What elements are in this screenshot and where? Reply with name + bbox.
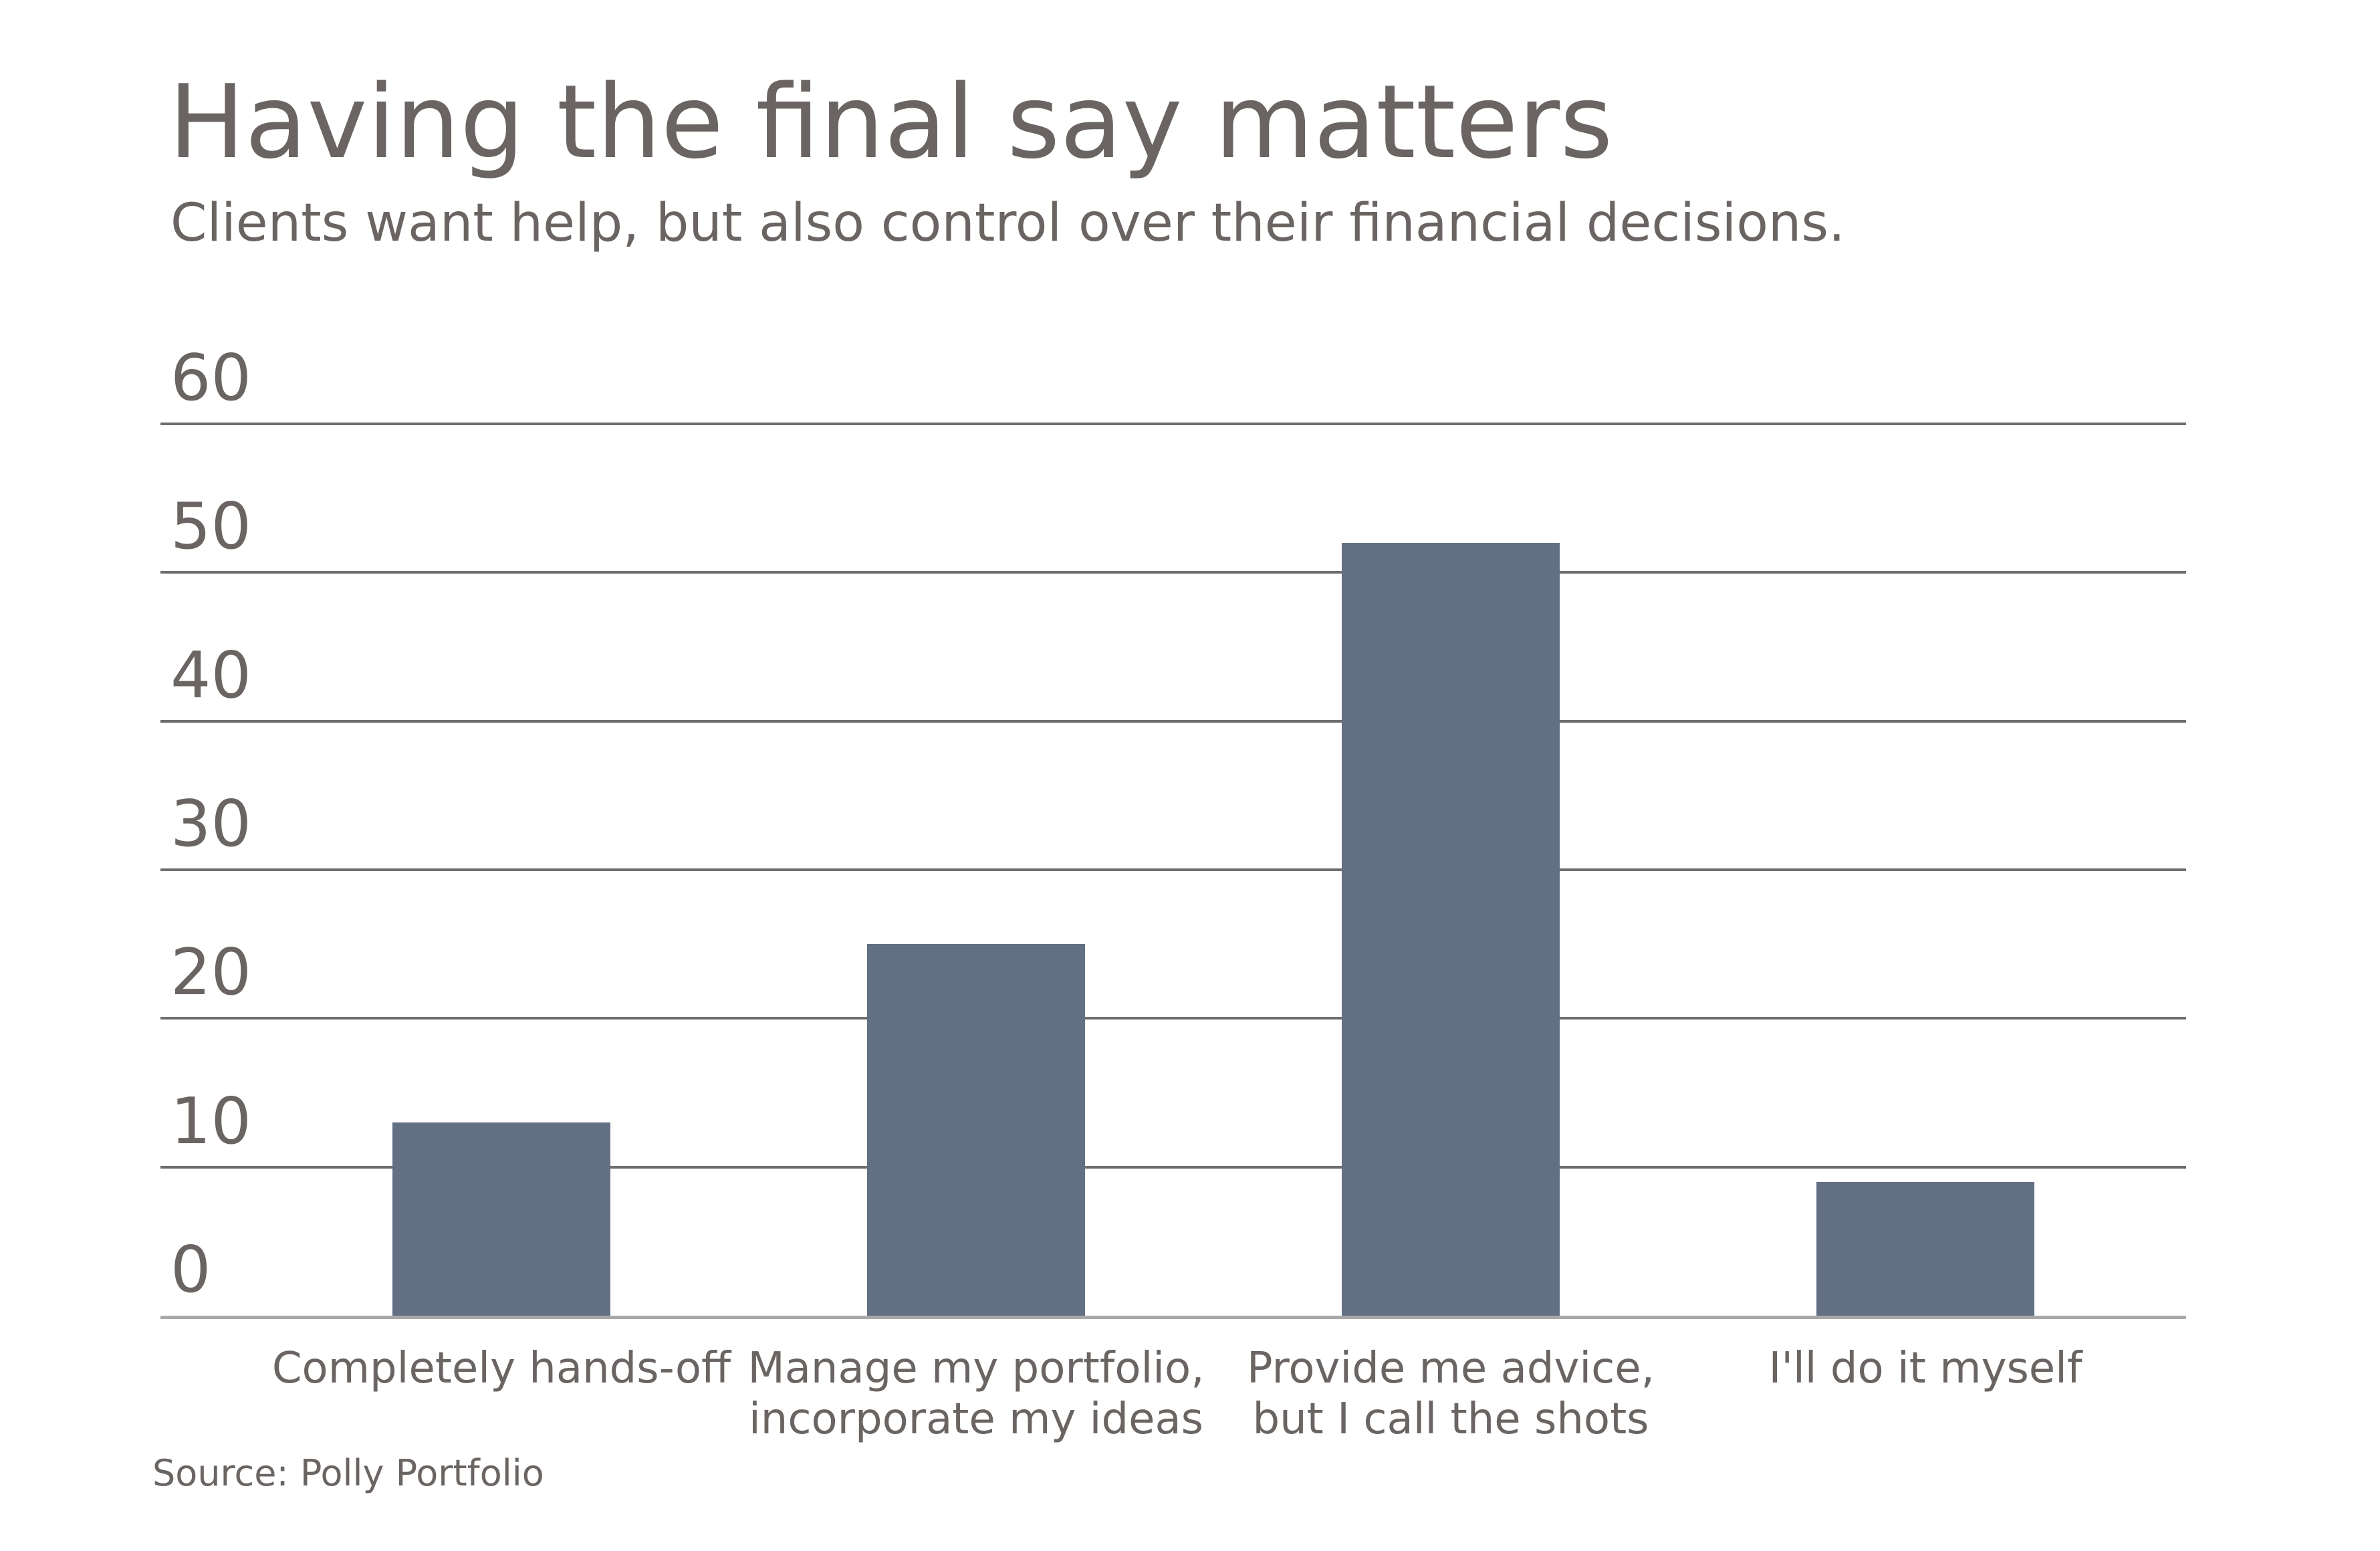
y-tick-label-0: 0 [170,1233,211,1307]
x-category-label-4: I'll do it myself [1768,1344,2082,1393]
bar-3 [1342,542,1560,1316]
chart-title: Having the final say matters [168,63,1613,181]
y-tick-label-40: 40 [170,638,251,713]
x-category-label-1: Completely hands-off [271,1344,731,1393]
gridline-60 [160,423,2186,425]
gridline-40 [160,719,2186,723]
bar-2 [867,944,1085,1316]
y-tick-label-50: 50 [170,490,251,564]
source-note: Source: Polly Portfolio [152,1452,544,1494]
y-tick-label-60: 60 [170,342,251,415]
y-tick-label-20: 20 [170,936,251,1010]
chart-subtitle: Clients want help, but also control over… [170,193,1845,253]
y-tick-label-30: 30 [170,788,251,861]
gridline-10 [160,1165,2186,1169]
x-axis-line [160,1316,2186,1319]
gridline-20 [160,1017,2186,1020]
x-category-label-3: Provide me advice, but I call the shots [1247,1344,1655,1444]
bar-1 [392,1122,610,1316]
x-category-label-2: Manage my portfolio, incorporate my idea… [747,1344,1205,1444]
gridline-50 [160,571,2186,574]
y-tick-label-10: 10 [170,1084,251,1159]
bar-4 [1816,1181,2034,1316]
gridline-30 [160,868,2186,871]
